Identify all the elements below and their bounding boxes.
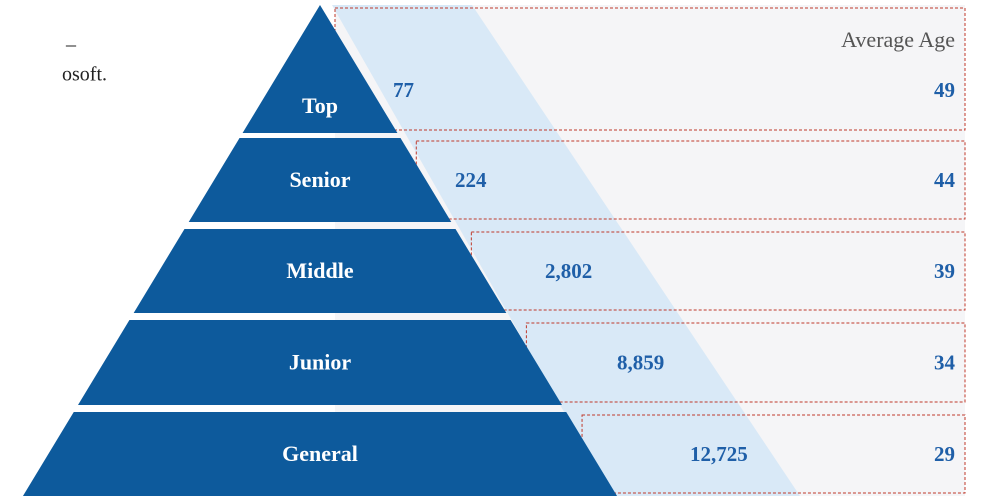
- pyramid-level: [242, 5, 398, 133]
- level-age: 44: [934, 168, 956, 192]
- level-label: Top: [302, 93, 338, 118]
- level-age: 34: [934, 350, 956, 374]
- pyramid-level: [22, 412, 618, 496]
- column-header: Average Age: [841, 27, 955, 52]
- level-count: 224: [455, 168, 487, 192]
- row-box: [415, 140, 966, 220]
- level-count: 77: [393, 78, 414, 102]
- level-age: 39: [934, 259, 955, 283]
- level-label: General: [282, 441, 358, 466]
- pyramid-level: [133, 229, 507, 313]
- level-count: 2,802: [545, 259, 592, 283]
- level-age: 49: [934, 78, 955, 102]
- pyramid-level: [188, 138, 452, 222]
- side-text: –: [65, 34, 77, 56]
- row-box: [470, 231, 966, 311]
- level-count: 8,859: [617, 350, 664, 374]
- light-band: [332, 5, 800, 496]
- level-label: Senior: [289, 167, 350, 192]
- pyramid-level: [78, 320, 562, 405]
- level-age: 29: [934, 442, 955, 466]
- side-text: osoft.: [62, 64, 107, 86]
- level-label: Middle: [286, 258, 353, 283]
- level-count: 12,725: [690, 442, 748, 466]
- level-label: Junior: [289, 350, 352, 375]
